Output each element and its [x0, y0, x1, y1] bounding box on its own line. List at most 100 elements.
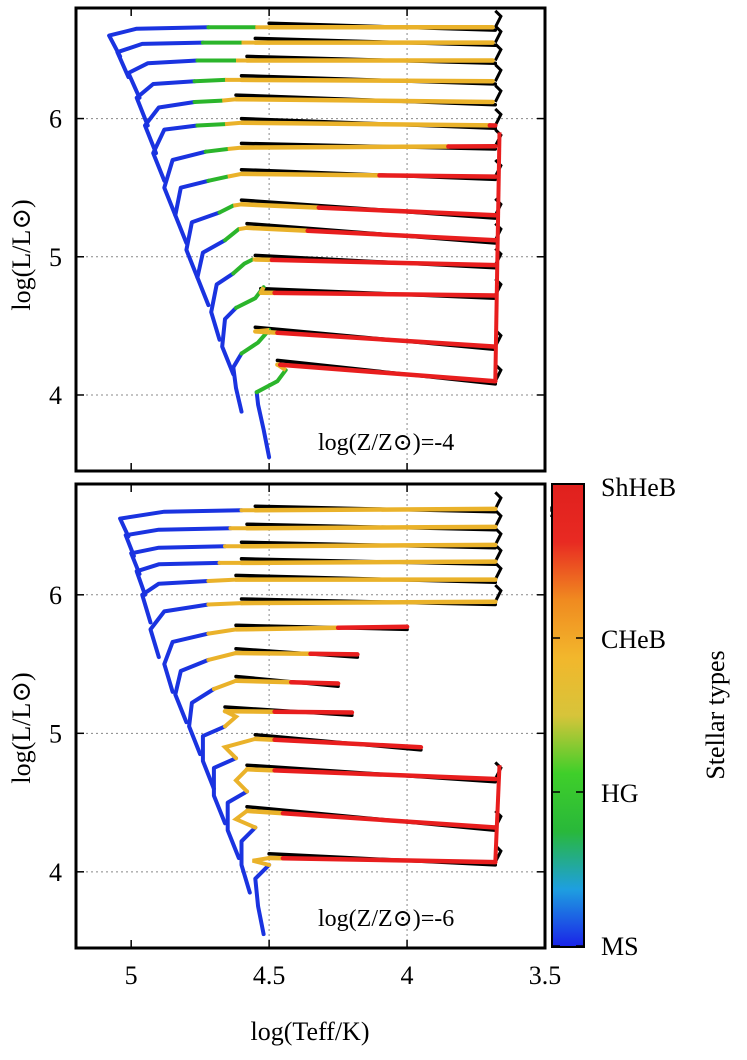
- bottom-track-0: [252, 844, 503, 937]
- track-hook-line: [493, 9, 503, 28]
- colorbar: ShHeB CHeB HG MS Stellar types: [551, 473, 730, 961]
- track-cheb-bend: [206, 627, 238, 636]
- track-shheb-segment: [335, 624, 410, 631]
- track-cheb-segment: [239, 599, 498, 606]
- track-hg-segment: [192, 77, 227, 84]
- track-cheb-bend: [221, 97, 237, 103]
- track-cheb-bend: [252, 856, 272, 867]
- track-shheb-segment: [305, 228, 498, 243]
- bottom-track-9: [140, 561, 503, 625]
- track-cheb-bend: [221, 736, 258, 761]
- bottom-track-1: [232, 804, 503, 895]
- track-hg-segment: [195, 122, 227, 128]
- track-hook-line: [493, 561, 503, 581]
- track-cheb-bend: [224, 120, 242, 127]
- track-cheb-segment: [253, 329, 280, 336]
- track-cheb-bend: [206, 651, 238, 662]
- track-ms-segment: [126, 58, 200, 100]
- y-tick-label: 5: [49, 719, 62, 748]
- bottom-track-11: [129, 527, 503, 576]
- top-track-12: [115, 24, 503, 80]
- track-shheb-segment: [272, 768, 498, 782]
- bottom-panel-frame: [74, 482, 547, 950]
- x-axis-label: log(Teff/K): [251, 1017, 370, 1046]
- top-panel-tracks: [107, 9, 503, 460]
- y-tick-label: 6: [49, 105, 62, 134]
- x-tick-label: 4: [401, 961, 414, 990]
- track-ms-segment: [254, 390, 272, 460]
- track-ms-segment: [134, 560, 222, 597]
- bottom-panel-tracks: [118, 491, 503, 937]
- track-hook-line: [493, 63, 503, 82]
- bottom-track-10: [134, 543, 503, 597]
- track-cheb-bend: [227, 171, 242, 179]
- track-ms-segment: [107, 25, 211, 59]
- track-hook-line: [493, 543, 503, 563]
- top-panel-annotation: log(Z/Z⊙)=-4: [318, 430, 454, 456]
- track-hook-line: [493, 527, 503, 546]
- track-hg-segment: [206, 174, 230, 183]
- track-cheb-segment: [222, 708, 277, 714]
- track-hg-segment: [234, 285, 266, 310]
- hayashi-envelope-line: [493, 765, 502, 863]
- track-shheb-segment: [280, 811, 498, 830]
- y-tick-label: 5: [49, 243, 62, 272]
- track-cheb-segment: [244, 767, 277, 773]
- track-ms-segment: [209, 271, 236, 342]
- track-ms-segment: [225, 789, 249, 860]
- track-ms-segment: [195, 238, 227, 308]
- track-cheb-segment: [253, 506, 498, 513]
- track-hook-line: [493, 509, 503, 528]
- track-ms-segment: [220, 305, 238, 377]
- colorbar-label-hg: HG: [601, 779, 639, 808]
- bottom-track-4: [200, 705, 355, 791]
- track-shheb-segment: [316, 205, 498, 218]
- top-track-7: [162, 128, 503, 218]
- bottom-track-3: [211, 732, 424, 826]
- colorbar-label-cheb: CHeB: [601, 625, 666, 654]
- track-cheb-bend: [232, 808, 258, 830]
- track-ms-segment: [115, 40, 205, 80]
- top-track-13: [107, 9, 503, 59]
- bottom-panel-annotation: log(Z/Z⊙)=-6: [318, 906, 454, 932]
- colorbar-title: Stellar types: [701, 650, 730, 779]
- top-track-5: [184, 197, 503, 280]
- track-ms-segment: [253, 862, 272, 937]
- track-ms-segment: [162, 149, 208, 218]
- track-cheb-bend: [233, 767, 249, 794]
- bottom-panel-grid: [76, 484, 545, 948]
- track-hg-segment: [192, 98, 225, 104]
- top-panel: 6 5 4 log(Z/Z⊙)=-4 log(L/L⊙): [7, 6, 547, 473]
- track-hook-line: [493, 584, 503, 603]
- track-ms-segment: [173, 657, 211, 725]
- y-tick-label: 6: [49, 581, 62, 610]
- track-cheb-segment: [233, 650, 313, 657]
- track-cheb-segment: [239, 559, 498, 566]
- track-ms-segment: [239, 825, 258, 895]
- bottom-track-2: [225, 761, 503, 860]
- track-shheb-segment: [272, 709, 355, 715]
- bottom-panel-ylabel: log(L/L⊙): [7, 672, 36, 783]
- hayashi-envelope-line: [493, 132, 502, 382]
- top-panel-ticks: 6 5 4: [49, 8, 546, 471]
- track-hook-line: [493, 491, 503, 510]
- colorbar-ticks: [552, 483, 584, 947]
- track-ms-segment: [140, 579, 211, 625]
- top-track-4: [195, 221, 503, 308]
- track-cheb-segment: [239, 120, 493, 128]
- track-cheb-segment: [253, 736, 277, 743]
- top-track-10: [134, 63, 503, 128]
- track-ms-segment: [118, 508, 244, 539]
- track-shheb-segment: [277, 362, 498, 384]
- bottom-track-6: [173, 647, 360, 725]
- top-panel-frame: [74, 6, 547, 473]
- track-cheb-bend: [206, 601, 244, 607]
- track-cheb-bend: [206, 577, 238, 583]
- track-hg-segment: [203, 147, 230, 154]
- top-track-0: [254, 358, 503, 460]
- bottom-track-8: [148, 584, 503, 660]
- track-ms-segment: [123, 526, 233, 558]
- track-cheb-segment: [244, 225, 310, 234]
- track-shheb-segment: [272, 290, 498, 298]
